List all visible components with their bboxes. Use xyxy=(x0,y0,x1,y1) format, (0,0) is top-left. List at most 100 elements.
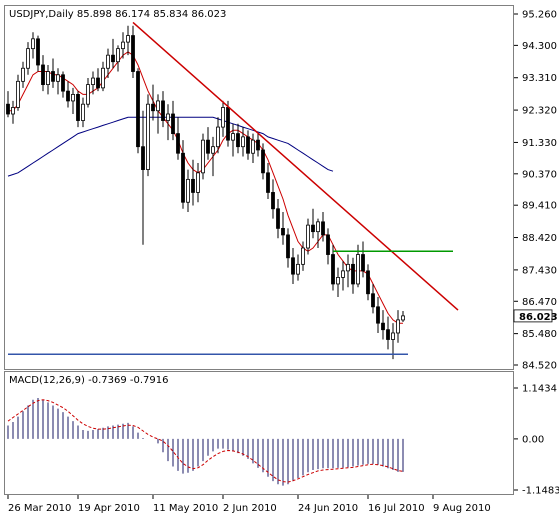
candle xyxy=(101,61,105,92)
slow-ma-path xyxy=(7,116,334,177)
candle-body xyxy=(191,178,195,193)
candle-body xyxy=(16,80,20,108)
candle-body xyxy=(346,263,350,272)
candle xyxy=(176,117,180,160)
candle-body xyxy=(361,254,365,272)
candle-body xyxy=(236,133,240,148)
candle-body xyxy=(341,270,345,278)
candle-body xyxy=(261,149,265,174)
time-tick-label: 26 Mar 2010 xyxy=(8,503,71,514)
candle xyxy=(166,104,170,141)
candle xyxy=(71,87,75,115)
candle-body xyxy=(386,329,390,340)
price-tick-label: 92.320 xyxy=(522,106,557,117)
candle xyxy=(141,110,145,245)
candle-body xyxy=(206,139,210,154)
candle xyxy=(181,140,185,209)
last-price-tag: 86.023 xyxy=(513,309,558,323)
candle-body xyxy=(86,84,90,105)
price-tick-label: 86.470 xyxy=(522,297,557,308)
candle xyxy=(171,100,175,141)
price-tick-label: 93.310 xyxy=(522,73,557,84)
candle-body xyxy=(331,254,335,285)
candle xyxy=(296,254,300,281)
candle xyxy=(316,218,320,248)
candle xyxy=(211,136,215,177)
candle-body xyxy=(241,136,245,148)
candle xyxy=(266,163,270,199)
candle xyxy=(21,61,25,88)
candle xyxy=(306,218,310,255)
price-tick-label: 88.420 xyxy=(522,233,557,244)
candle xyxy=(326,228,330,265)
candle xyxy=(221,100,225,137)
candle xyxy=(241,127,245,157)
candle xyxy=(346,254,350,288)
candle-body xyxy=(256,139,260,151)
candle xyxy=(231,123,235,157)
price-tick-label: 87.430 xyxy=(522,265,557,276)
candle-body xyxy=(106,54,110,69)
candle xyxy=(311,208,315,239)
candle xyxy=(6,91,10,118)
candle-body xyxy=(101,67,105,89)
last-price-tag-box xyxy=(513,309,553,323)
candle xyxy=(251,133,255,164)
candle-body xyxy=(186,178,190,203)
candle-body xyxy=(96,77,100,89)
time-tick-label: 16 Jul 2010 xyxy=(368,503,425,514)
candle xyxy=(41,55,45,92)
candle xyxy=(216,117,220,154)
candle-body xyxy=(121,41,125,50)
candle-body xyxy=(21,67,25,82)
candle-body xyxy=(391,332,395,340)
candle-body xyxy=(276,208,280,229)
candle xyxy=(81,97,85,128)
candle xyxy=(371,283,375,314)
candle xyxy=(201,133,205,180)
macd-tick-label: -1.1483 xyxy=(522,486,559,497)
candle xyxy=(401,310,405,323)
candle xyxy=(286,228,290,268)
candle xyxy=(281,212,285,245)
candle-body xyxy=(306,224,310,249)
last-price-tag-value: 86.023 xyxy=(519,312,558,323)
candle xyxy=(76,91,80,128)
candle xyxy=(261,143,265,180)
candle-body xyxy=(321,221,325,236)
candle-body xyxy=(71,93,75,102)
candle xyxy=(191,159,195,206)
macd-series: 1.1434 0.00 -1.1483 xyxy=(7,384,559,497)
candle-body xyxy=(226,107,230,141)
macd-signal-line xyxy=(7,399,404,483)
candle xyxy=(11,100,15,124)
fast-moving-average-line xyxy=(8,51,403,324)
candle-body xyxy=(246,136,250,154)
candle-body xyxy=(381,322,385,331)
price-tick-label: 85.480 xyxy=(522,329,557,340)
symbol-header: USDJPY,Daily 85.898 86.174 85.834 86.023 xyxy=(9,9,226,20)
candle xyxy=(386,316,390,350)
candle xyxy=(121,32,125,59)
candle-body xyxy=(201,139,205,174)
candle-body xyxy=(401,315,405,321)
candle-body xyxy=(221,107,225,128)
price-tick-label: 90.370 xyxy=(522,169,557,180)
candle-body xyxy=(271,192,275,210)
time-tick-label: 2 Jun 2010 xyxy=(223,503,277,514)
candle-body xyxy=(371,293,375,308)
candle-body xyxy=(41,64,45,85)
candle xyxy=(26,42,30,75)
candle xyxy=(246,130,250,160)
candle-body xyxy=(291,257,295,275)
candle xyxy=(396,310,400,343)
candle xyxy=(301,241,305,271)
candle-body xyxy=(6,103,10,115)
candle xyxy=(336,267,340,298)
candle-body xyxy=(131,35,135,72)
candle-body xyxy=(91,77,95,85)
candle-body xyxy=(286,234,290,259)
candle xyxy=(351,257,355,294)
candle xyxy=(16,74,20,111)
